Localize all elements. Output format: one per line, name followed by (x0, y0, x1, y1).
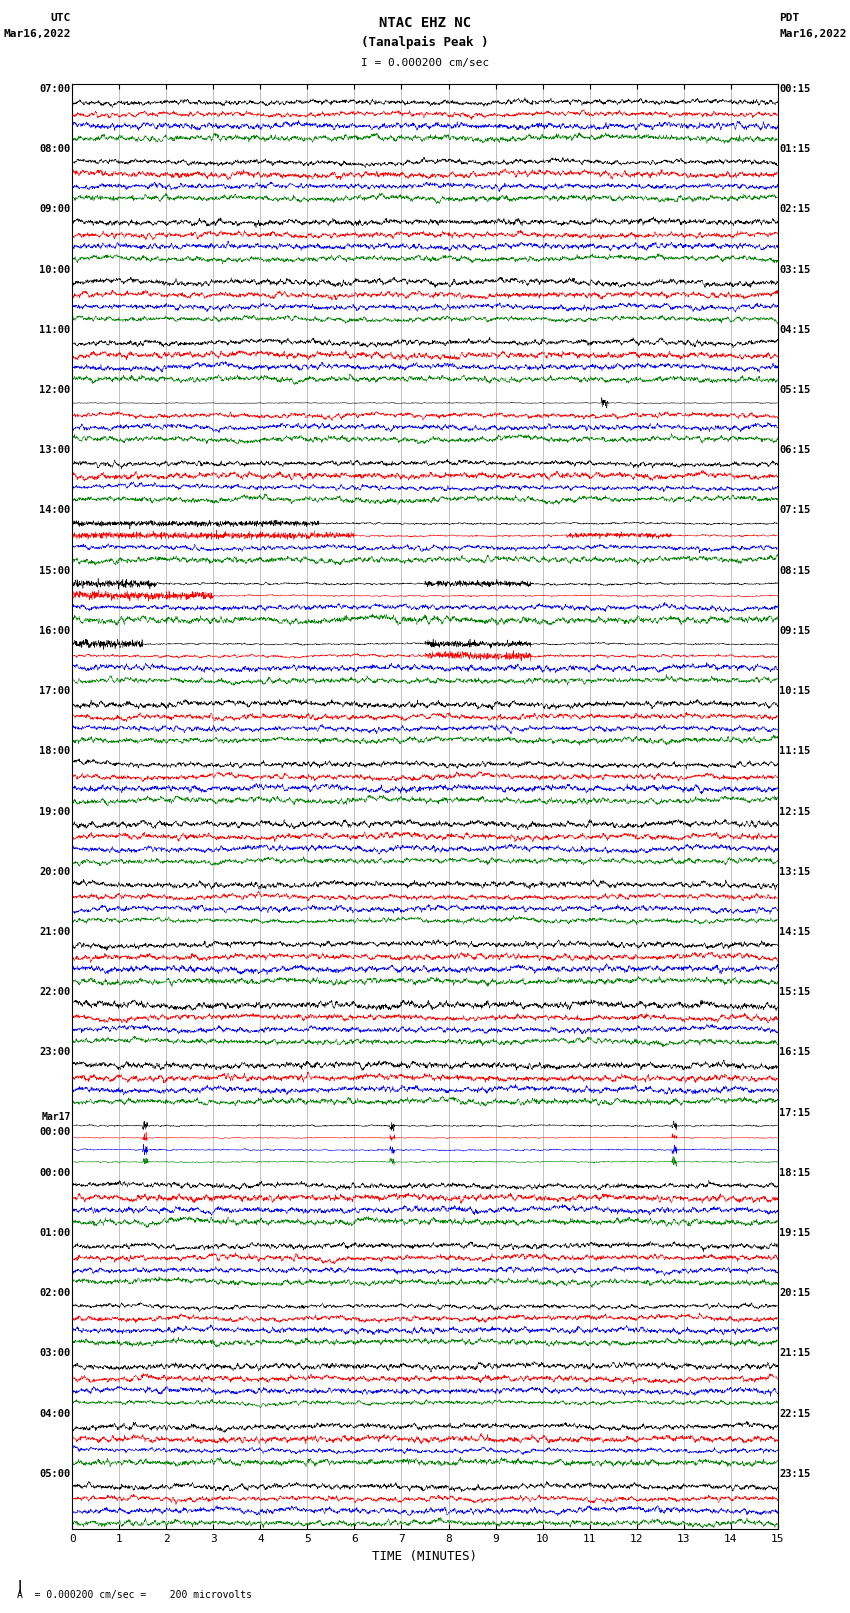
Text: 03:00: 03:00 (39, 1348, 71, 1358)
Text: PDT: PDT (779, 13, 800, 23)
Text: 21:15: 21:15 (779, 1348, 811, 1358)
Text: 19:15: 19:15 (779, 1227, 811, 1239)
Text: 00:00: 00:00 (39, 1127, 71, 1137)
Text: 03:15: 03:15 (779, 265, 811, 274)
Text: 22:00: 22:00 (39, 987, 71, 997)
Text: |: | (15, 1579, 24, 1594)
Text: 21:00: 21:00 (39, 927, 71, 937)
Text: 23:15: 23:15 (779, 1469, 811, 1479)
X-axis label: TIME (MINUTES): TIME (MINUTES) (372, 1550, 478, 1563)
Text: A  = 0.000200 cm/sec =    200 microvolts: A = 0.000200 cm/sec = 200 microvolts (17, 1590, 252, 1600)
Text: 00:00: 00:00 (39, 1168, 71, 1177)
Text: 15:15: 15:15 (779, 987, 811, 997)
Text: Mar16,2022: Mar16,2022 (779, 29, 847, 39)
Text: 10:15: 10:15 (779, 686, 811, 697)
Text: 05:00: 05:00 (39, 1469, 71, 1479)
Text: 18:00: 18:00 (39, 747, 71, 756)
Text: 10:00: 10:00 (39, 265, 71, 274)
Text: Mar17: Mar17 (41, 1113, 71, 1123)
Text: 02:00: 02:00 (39, 1289, 71, 1298)
Text: 09:00: 09:00 (39, 205, 71, 215)
Text: 15:00: 15:00 (39, 566, 71, 576)
Text: 17:00: 17:00 (39, 686, 71, 697)
Text: 02:15: 02:15 (779, 205, 811, 215)
Text: 11:15: 11:15 (779, 747, 811, 756)
Text: 05:15: 05:15 (779, 386, 811, 395)
Text: 07:00: 07:00 (39, 84, 71, 94)
Text: 12:00: 12:00 (39, 386, 71, 395)
Text: 20:15: 20:15 (779, 1289, 811, 1298)
Text: 19:00: 19:00 (39, 806, 71, 816)
Text: Mar16,2022: Mar16,2022 (3, 29, 71, 39)
Text: 11:00: 11:00 (39, 324, 71, 336)
Text: 01:00: 01:00 (39, 1227, 71, 1239)
Text: 14:00: 14:00 (39, 505, 71, 516)
Text: 23:00: 23:00 (39, 1047, 71, 1058)
Text: 04:00: 04:00 (39, 1408, 71, 1419)
Text: UTC: UTC (50, 13, 71, 23)
Text: (Tanalpais Peak ): (Tanalpais Peak ) (361, 35, 489, 48)
Text: 07:15: 07:15 (779, 505, 811, 516)
Text: 18:15: 18:15 (779, 1168, 811, 1177)
Text: 17:15: 17:15 (779, 1108, 811, 1118)
Text: 14:15: 14:15 (779, 927, 811, 937)
Text: 22:15: 22:15 (779, 1408, 811, 1419)
Text: I = 0.000200 cm/sec: I = 0.000200 cm/sec (361, 58, 489, 68)
Text: 00:15: 00:15 (779, 84, 811, 94)
Text: 08:00: 08:00 (39, 144, 71, 155)
Text: 16:00: 16:00 (39, 626, 71, 636)
Text: 09:15: 09:15 (779, 626, 811, 636)
Text: 13:15: 13:15 (779, 866, 811, 877)
Text: 06:15: 06:15 (779, 445, 811, 455)
Text: 16:15: 16:15 (779, 1047, 811, 1058)
Text: 01:15: 01:15 (779, 144, 811, 155)
Text: 13:00: 13:00 (39, 445, 71, 455)
Text: 12:15: 12:15 (779, 806, 811, 816)
Text: 04:15: 04:15 (779, 324, 811, 336)
Text: 20:00: 20:00 (39, 866, 71, 877)
Text: 08:15: 08:15 (779, 566, 811, 576)
Text: NTAC EHZ NC: NTAC EHZ NC (379, 16, 471, 31)
